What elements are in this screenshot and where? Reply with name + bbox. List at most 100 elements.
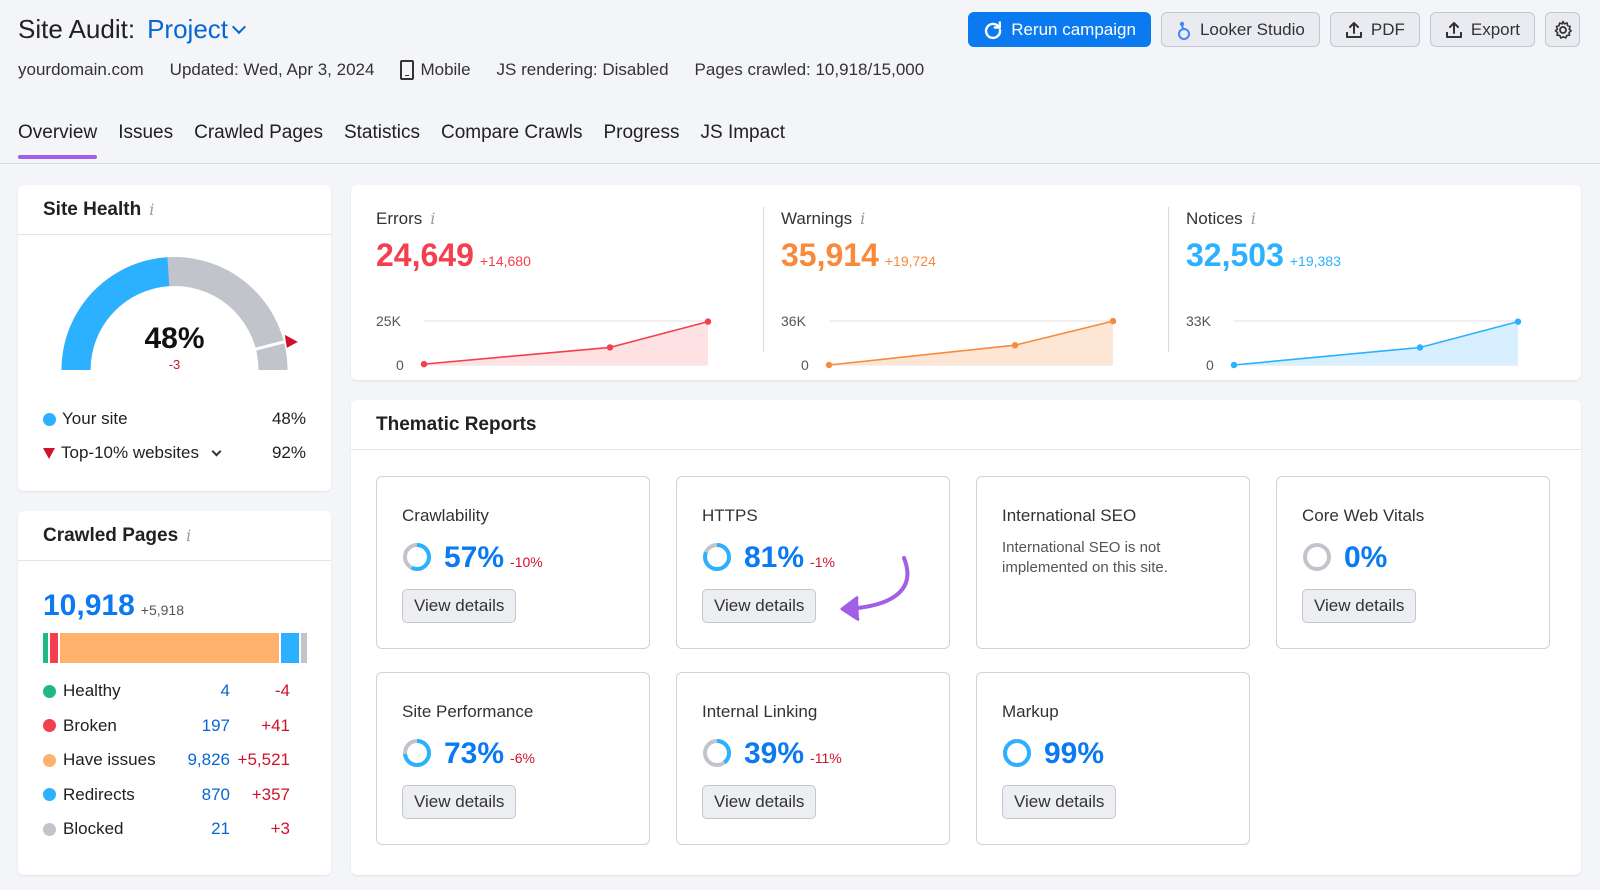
y-tick-bottom: 0 bbox=[801, 357, 809, 373]
header-actions: Rerun campaign Looker Studio PDF Export bbox=[968, 12, 1580, 47]
arrow-annotation-icon bbox=[840, 556, 910, 622]
metric-label: Errors bbox=[376, 209, 423, 228]
legend-row-blocked: Blocked 21 +3 bbox=[43, 819, 290, 839]
metric-divider bbox=[763, 207, 764, 352]
info-icon[interactable]: i bbox=[860, 209, 866, 228]
looker-studio-button[interactable]: Looker Studio bbox=[1160, 12, 1320, 47]
report-name: Site Performance bbox=[402, 702, 534, 721]
legend-value[interactable]: 4 bbox=[220, 681, 230, 700]
report-card-crawlability: Crawlability 57% -10% View details bbox=[376, 476, 650, 649]
report-card-international-seo: International SEO International SEO is no… bbox=[976, 476, 1250, 649]
metric-label: Notices bbox=[1186, 209, 1243, 228]
tab-overview[interactable]: Overview bbox=[18, 122, 98, 159]
metric-notices: Notices i 32,503 +19,383 33K 0 bbox=[1186, 209, 1556, 373]
bar-segment-redirects[interactable] bbox=[281, 633, 299, 663]
report-delta: -11% bbox=[810, 750, 842, 766]
legend-delta: +3 bbox=[270, 819, 290, 838]
rerun-campaign-button[interactable]: Rerun campaign bbox=[968, 12, 1151, 47]
view-details-button[interactable]: View details bbox=[702, 589, 817, 623]
sparkline-area bbox=[829, 321, 1113, 365]
bar-segment-blocked[interactable] bbox=[301, 633, 307, 663]
bar-segment-healthy[interactable] bbox=[43, 633, 48, 663]
legend-delta: +357 bbox=[251, 784, 290, 804]
legend-label: Blocked bbox=[63, 819, 124, 838]
pdf-button[interactable]: PDF bbox=[1329, 12, 1420, 47]
looker-icon bbox=[1177, 21, 1190, 40]
tab-compare-crawls[interactable]: Compare Crawls bbox=[440, 122, 583, 143]
info-icon[interactable]: i bbox=[149, 200, 155, 219]
legend-value[interactable]: 21 bbox=[211, 819, 230, 838]
info-icon[interactable]: i bbox=[1250, 209, 1256, 228]
legend-dot bbox=[43, 788, 56, 801]
sparkline-point bbox=[606, 344, 614, 351]
progress-ring-icon bbox=[403, 739, 431, 767]
report-percent: 81% bbox=[744, 541, 805, 574]
refresh-icon bbox=[985, 20, 1002, 39]
progress-ring-icon bbox=[403, 543, 431, 571]
y-tick-top: 33K bbox=[1186, 313, 1212, 329]
upload-icon bbox=[1445, 21, 1462, 38]
view-details-button[interactable]: View details bbox=[1302, 589, 1417, 623]
view-details-button[interactable]: View details bbox=[402, 785, 517, 819]
project-selector[interactable]: Project bbox=[147, 14, 247, 45]
report-percent: 57% bbox=[444, 541, 505, 574]
crawled-total-value[interactable]: 10,918 bbox=[43, 589, 135, 622]
report-percent: 39% bbox=[744, 737, 805, 770]
site-health-delta: -3 bbox=[168, 357, 181, 372]
legend-value[interactable]: 870 bbox=[201, 784, 230, 804]
legend-row-broken: Broken 197 +41 bbox=[43, 716, 290, 736]
legend-label: Redirects bbox=[63, 784, 135, 804]
metric-value[interactable]: 24,649 bbox=[376, 237, 474, 273]
report-name: Crawlability bbox=[402, 506, 489, 525]
tab-crawled-pages[interactable]: Crawled Pages bbox=[194, 122, 323, 143]
legend-label: Healthy bbox=[63, 681, 121, 700]
tab-issues[interactable]: Issues bbox=[118, 122, 174, 143]
settings-button[interactable] bbox=[1545, 12, 1580, 47]
tab-progress[interactable]: Progress bbox=[603, 122, 680, 143]
crawled-stacked-bar bbox=[43, 633, 307, 663]
bar-segment-have-issues[interactable] bbox=[60, 633, 279, 663]
legend-dot bbox=[43, 684, 56, 698]
chevron-down-icon bbox=[231, 19, 247, 34]
top10-marker-icon bbox=[284, 334, 298, 348]
view-details-button[interactable]: View details bbox=[1002, 785, 1117, 819]
sparkline-area bbox=[424, 321, 708, 365]
rerun-campaign-label: Rerun campaign bbox=[1011, 19, 1136, 39]
chevron-down-icon[interactable] bbox=[211, 446, 222, 456]
legend-dot bbox=[43, 822, 56, 836]
gauge-separator bbox=[253, 339, 287, 352]
report-delta: -6% bbox=[510, 750, 535, 766]
view-details-button[interactable]: View details bbox=[702, 785, 817, 819]
looker-studio-label: Looker Studio bbox=[1199, 19, 1305, 39]
legend-value[interactable]: 9,826 bbox=[187, 750, 230, 769]
legend-label: Have issues bbox=[63, 750, 156, 769]
tab-js-impact[interactable]: JS Impact bbox=[700, 122, 785, 143]
js-rendering-text: JS rendering: Disabled bbox=[496, 60, 669, 79]
info-icon[interactable]: i bbox=[186, 526, 192, 545]
sparkline-point bbox=[1230, 361, 1238, 369]
legend-row-have-issues: Have issues 9,826 +5,521 bbox=[43, 750, 290, 770]
metric-value[interactable]: 35,914 bbox=[781, 237, 879, 273]
sparkline-point bbox=[420, 360, 428, 368]
thematic-reports-title: Thematic Reports bbox=[376, 413, 537, 435]
legend-value[interactable]: 197 bbox=[201, 715, 230, 735]
sparkline-point bbox=[1416, 344, 1424, 351]
report-name: International SEO bbox=[1002, 506, 1137, 525]
pages-crawled-text: Pages crawled: 10,918/15,000 bbox=[694, 60, 925, 79]
metric-value[interactable]: 32,503 bbox=[1186, 237, 1284, 273]
report-card-internal-linking: Internal Linking 39% -11% View details bbox=[676, 672, 950, 845]
gear-icon bbox=[1554, 20, 1572, 39]
tab-statistics[interactable]: Statistics bbox=[343, 122, 420, 143]
sparkline-chart: 25K 0 bbox=[376, 313, 712, 373]
export-button[interactable]: Export bbox=[1429, 12, 1535, 47]
report-note: International SEO is not implemented on … bbox=[1002, 539, 1168, 576]
view-details-button[interactable]: View details bbox=[402, 589, 517, 623]
mobile-icon bbox=[400, 60, 415, 80]
metric-delta: +14,680 bbox=[479, 253, 531, 269]
device-info: Mobile bbox=[400, 60, 471, 80]
export-label: Export bbox=[1470, 19, 1520, 39]
y-tick-top: 25K bbox=[376, 313, 402, 329]
site-health-card: Site Health i 48% -3 Your site 48% Top-1… bbox=[18, 185, 331, 491]
info-icon[interactable]: i bbox=[430, 209, 436, 228]
bar-segment-broken[interactable] bbox=[50, 633, 58, 663]
